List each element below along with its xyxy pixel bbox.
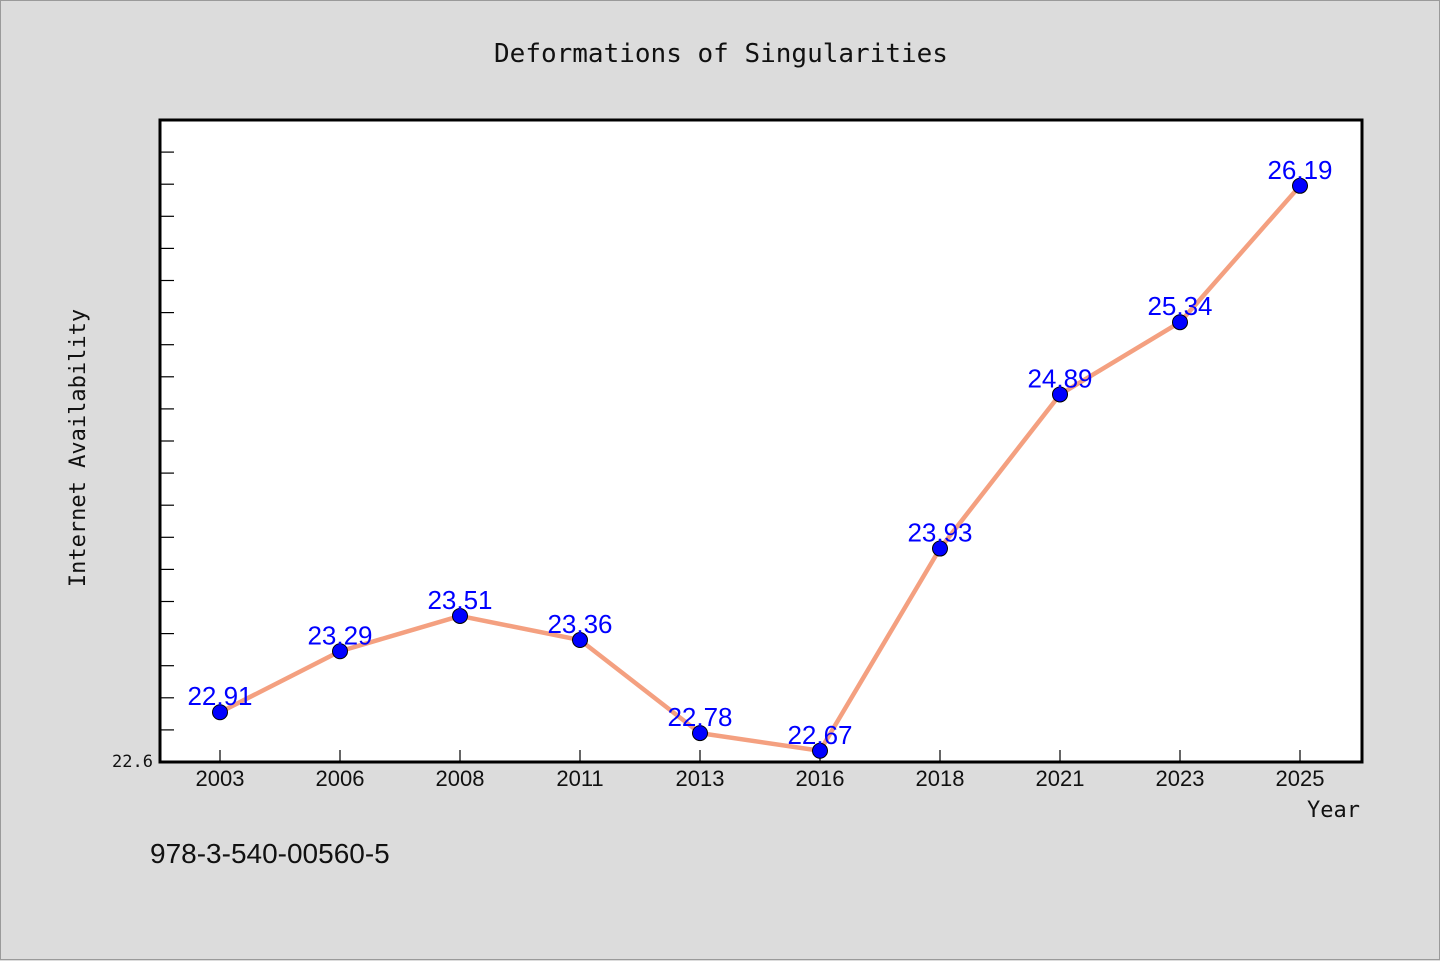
data-label-layer: 22.91 23.29 23.51 23.36 22.78 22.67 23.93 24.89… [187, 155, 1332, 750]
x-tick-label: 2013 [676, 766, 725, 791]
data-point [1052, 386, 1068, 403]
data-label: 23.51 [427, 585, 492, 615]
y-axis-ticks [160, 151, 174, 731]
x-axis-label: Year [1307, 798, 1360, 823]
x-tick-label: 2023 [1156, 766, 1205, 791]
data-label: 23.36 [547, 609, 612, 639]
data-point [572, 632, 588, 649]
data-label: 23.93 [907, 518, 972, 548]
data-label: 26.19 [1267, 155, 1332, 185]
data-point [1292, 177, 1308, 194]
y-axis-label: Internet Availability [66, 309, 91, 587]
x-tick-label: 2011 [556, 766, 603, 791]
data-label: 24.89 [1027, 363, 1092, 393]
chart-title: Deformations of Singularities [494, 39, 948, 69]
x-tick-label: 2008 [436, 766, 485, 791]
y-tick-label: 22.6 [112, 752, 153, 772]
data-label: 22.78 [667, 702, 732, 732]
x-tick-label: 2025 [1276, 766, 1325, 791]
data-point [932, 540, 948, 557]
data-label: 22.67 [787, 720, 852, 750]
data-point [1172, 314, 1188, 331]
x-tick-label: 2018 [916, 766, 965, 791]
data-label: 22.91 [187, 681, 252, 711]
plot-area [158, 118, 1364, 764]
data-point [452, 607, 468, 624]
data-label: 23.29 [307, 620, 372, 650]
data-point [812, 742, 828, 759]
x-tick-label: 2021 [1036, 766, 1085, 791]
data-point [212, 704, 228, 721]
series-layer [212, 177, 1308, 759]
series-line [217, 183, 1303, 754]
data-point [332, 643, 348, 660]
x-tick-label: 2016 [796, 766, 845, 791]
x-axis-ticks: 2003 2006 2008 2011 2013 2016 2018 2021 2023 2025 [196, 750, 1325, 791]
x-tick-label: 2003 [196, 766, 245, 791]
isbn-caption: 978-3-540-00560-5 [150, 838, 390, 869]
data-label: 25.34 [1147, 291, 1212, 321]
data-point [692, 725, 708, 742]
x-tick-label: 2006 [316, 766, 365, 791]
